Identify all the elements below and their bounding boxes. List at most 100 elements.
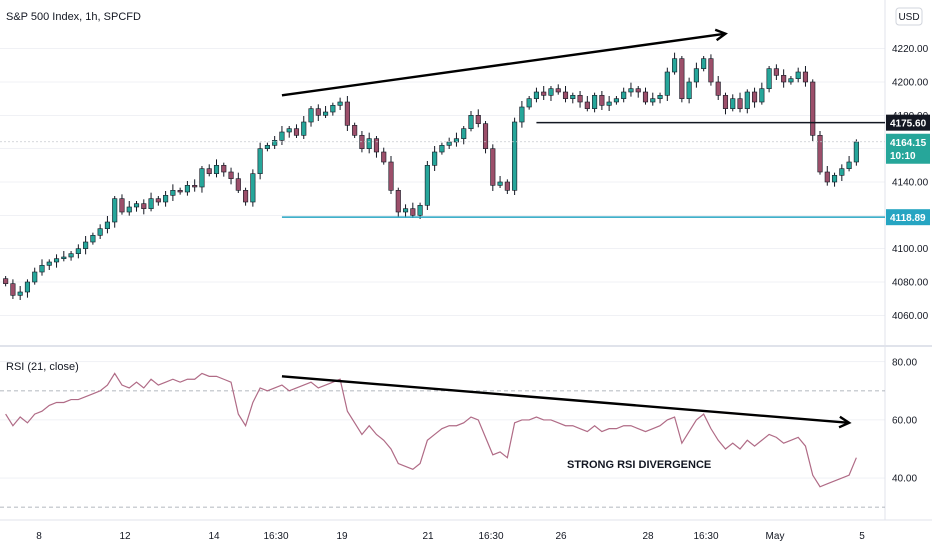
current-price-badge-label: 4164.15 xyxy=(890,138,927,149)
price-tick-label: 4220.00 xyxy=(892,44,929,55)
candle xyxy=(337,97,343,110)
price-tick-label: 4080.00 xyxy=(892,278,929,289)
candle xyxy=(853,139,859,166)
candle xyxy=(802,66,809,87)
candle xyxy=(199,166,205,193)
candle xyxy=(243,187,249,206)
candle xyxy=(810,79,816,141)
candle xyxy=(839,164,845,181)
candle xyxy=(163,191,169,207)
candle xyxy=(570,92,576,104)
candle xyxy=(562,86,569,103)
rsi-axis-ticks: 40.00 60.00 80.00 xyxy=(892,357,917,484)
candle xyxy=(672,52,678,75)
candle xyxy=(388,156,394,194)
candle xyxy=(613,96,619,105)
price-tick-label: 4100.00 xyxy=(892,244,929,255)
time-tick-label: 19 xyxy=(336,531,348,542)
rsi-line[interactable] xyxy=(5,372,857,488)
candle xyxy=(228,167,234,185)
candle xyxy=(693,62,699,88)
candle xyxy=(846,156,852,172)
candle xyxy=(344,96,350,131)
support-badge-label: 4118.89 xyxy=(890,213,926,224)
price-tick-label: 4060.00 xyxy=(892,311,929,322)
candle xyxy=(133,201,140,212)
candle xyxy=(599,91,605,110)
candle xyxy=(68,251,74,261)
currency-box[interactable] xyxy=(895,7,923,26)
candle xyxy=(141,199,147,215)
candle xyxy=(482,121,489,154)
candle xyxy=(402,204,409,218)
candle xyxy=(119,194,125,215)
candle xyxy=(584,96,590,112)
candle xyxy=(773,64,779,80)
time-tick-label: 16:30 xyxy=(693,531,718,542)
candle xyxy=(170,184,176,201)
rsi-downtrend-arrow[interactable] xyxy=(281,375,850,425)
candlestick-series xyxy=(3,52,859,300)
time-tick-label: 12 xyxy=(119,531,131,542)
candle xyxy=(715,76,721,100)
candle xyxy=(213,159,220,178)
candle xyxy=(490,144,496,191)
candle xyxy=(592,92,598,113)
resistance-badge-label: 4175.60 xyxy=(890,119,927,130)
candle xyxy=(519,101,525,128)
candle xyxy=(533,87,539,103)
time-tick-label: 5 xyxy=(859,531,865,542)
rsi-tick-label: 80.00 xyxy=(892,357,917,368)
candle xyxy=(301,116,307,139)
current-time-label: 10:10 xyxy=(890,151,916,162)
candle xyxy=(97,224,103,239)
candle xyxy=(541,86,547,100)
price-tick-label: 4200.00 xyxy=(892,78,929,89)
candle xyxy=(759,82,765,105)
candle xyxy=(395,187,401,217)
candle xyxy=(250,169,256,207)
candle xyxy=(752,87,758,108)
candle xyxy=(497,176,503,188)
current-price-badge xyxy=(886,133,930,164)
candle xyxy=(221,162,227,177)
price-uptrend-arrow-head xyxy=(714,28,728,42)
candle xyxy=(417,202,423,219)
candle xyxy=(795,67,801,83)
candle xyxy=(817,131,823,175)
candle xyxy=(621,87,627,103)
rsi-trendline xyxy=(281,375,852,429)
candle xyxy=(32,267,38,285)
candle xyxy=(272,136,278,149)
price-uptrend-arrow[interactable] xyxy=(281,32,726,97)
rsi-downtrend-arrow-head xyxy=(838,415,852,429)
candle xyxy=(650,92,656,106)
candle xyxy=(192,179,198,192)
candle xyxy=(642,87,649,105)
candle xyxy=(75,244,81,259)
candle xyxy=(432,146,438,171)
candle xyxy=(148,192,154,212)
rsi-tick-label: 60.00 xyxy=(892,415,917,426)
candle xyxy=(468,111,474,132)
time-tick-label: 21 xyxy=(422,531,434,542)
candle xyxy=(737,92,743,113)
candle xyxy=(24,279,31,298)
candle xyxy=(635,86,641,98)
candle xyxy=(53,254,60,268)
time-tick-label: 16:30 xyxy=(478,531,503,542)
candle xyxy=(439,142,445,155)
candle xyxy=(548,86,554,101)
candle xyxy=(730,94,736,112)
candle xyxy=(410,202,416,218)
candle xyxy=(315,104,321,121)
candle xyxy=(257,142,263,180)
candle xyxy=(657,92,663,104)
candle xyxy=(235,172,241,193)
candle xyxy=(701,56,707,72)
candle xyxy=(308,106,314,127)
candle xyxy=(112,196,118,228)
time-tick-label: 16:30 xyxy=(263,531,288,542)
candle xyxy=(453,132,460,147)
